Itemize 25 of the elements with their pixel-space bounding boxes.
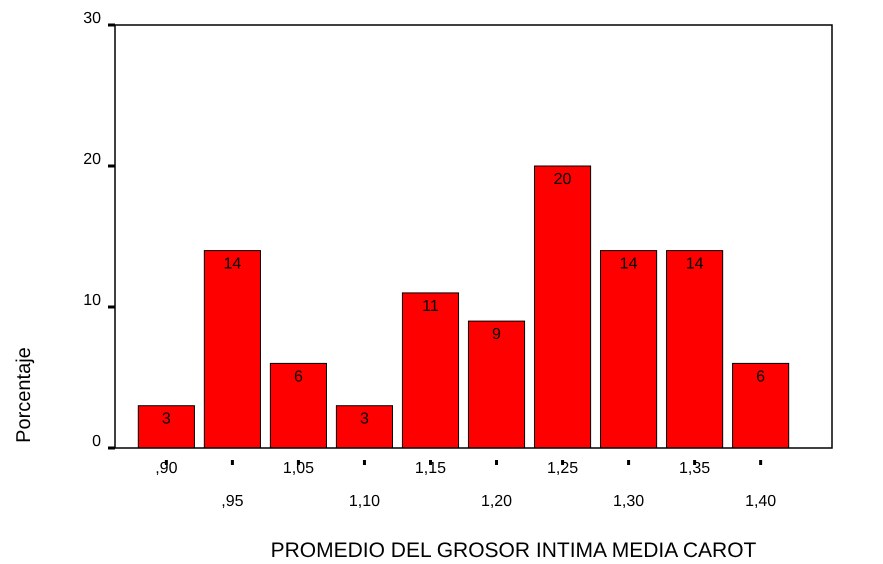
data-label: 14: [686, 256, 704, 273]
x-tick-label: ,95: [221, 493, 244, 510]
y-axis-title: Porcentaje: [13, 347, 35, 443]
x-tick-label: 1,20: [480, 493, 512, 510]
data-label: 11: [422, 298, 439, 315]
data-label: 6: [756, 368, 766, 386]
y-tick-label: 10: [83, 292, 102, 309]
x-tick-label: 1,05: [282, 460, 314, 477]
x-axis-title: PROMEDIO DEL GROSOR INTIMA MEDIA CAROT: [270, 539, 757, 562]
x-tick-label: 1,40: [745, 493, 776, 510]
data-label: 20: [554, 171, 572, 188]
data-label: 3: [162, 410, 171, 428]
y-tick-label: 20: [83, 151, 102, 168]
x-tick-label: 1,25: [546, 460, 578, 477]
data-label: 9: [492, 326, 502, 344]
data-label: 14: [223, 256, 242, 273]
y-tick-label: 30: [83, 10, 102, 27]
y-tick-label: 0: [92, 433, 102, 450]
data-label: 6: [294, 368, 303, 386]
data-label: 3: [360, 410, 369, 428]
data-label: 14: [620, 256, 638, 273]
x-tick-label: 1,15: [414, 460, 446, 477]
x-tick-label: 1,35: [679, 460, 710, 477]
x-tick-label: 1,10: [348, 493, 380, 510]
x-tick-label: 1,30: [613, 493, 644, 510]
